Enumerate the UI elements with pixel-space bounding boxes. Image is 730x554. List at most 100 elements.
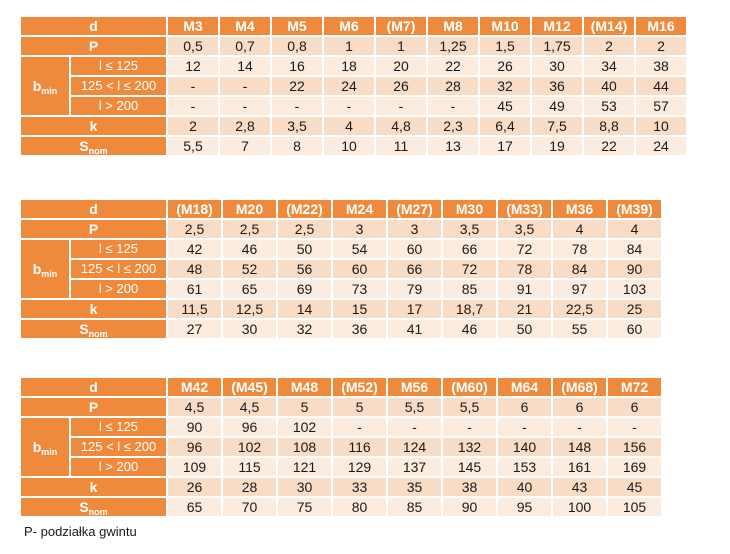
row-label-k: k bbox=[21, 117, 166, 135]
cell-b1: 90 bbox=[168, 418, 221, 436]
cell-p: 5 bbox=[278, 398, 331, 416]
row-label-b-main: b bbox=[32, 261, 42, 277]
table-row-b2: 125 < l ≤ 200 48 52 56 60 66 72 78 84 90 bbox=[21, 260, 661, 278]
cell-b2: - bbox=[220, 77, 270, 95]
cell-b2: 156 bbox=[608, 438, 661, 456]
cell-p: 2,5 bbox=[278, 220, 331, 238]
length-range-r2: 125 < l ≤ 200 bbox=[71, 77, 166, 95]
cell-b1: - bbox=[608, 418, 661, 436]
cell-k: 40 bbox=[498, 478, 551, 496]
length-range-r1: l ≤ 125 bbox=[71, 57, 166, 75]
row-label-k: k bbox=[21, 478, 166, 496]
cell-b3: 45 bbox=[480, 97, 530, 115]
cell-b3: 85 bbox=[443, 280, 496, 298]
cell-b1: 18 bbox=[324, 57, 374, 75]
cell-s: 19 bbox=[532, 137, 582, 155]
cell-p: 0,5 bbox=[168, 37, 218, 55]
cell-k: 21 bbox=[498, 300, 551, 318]
cell-b3: 109 bbox=[168, 458, 221, 476]
table-row-k: k 26 28 30 33 35 38 40 43 45 bbox=[21, 478, 661, 496]
row-label-b-min: bmin bbox=[21, 240, 69, 298]
row-label-s-nom-main: S bbox=[79, 321, 89, 337]
cell-d: (M45) bbox=[223, 378, 276, 396]
cell-b3: 69 bbox=[278, 280, 331, 298]
cell-b1: 14 bbox=[220, 57, 270, 75]
cell-b1: 72 bbox=[498, 240, 551, 258]
table-row-k: k 11,5 12,5 14 15 17 18,7 21 22,5 25 bbox=[21, 300, 661, 318]
cell-b2: 84 bbox=[553, 260, 606, 278]
cell-b1: 26 bbox=[480, 57, 530, 75]
cell-b2: 66 bbox=[388, 260, 441, 278]
cell-s: 75 bbox=[278, 498, 331, 516]
cell-b3: 121 bbox=[278, 458, 331, 476]
cell-b1: 38 bbox=[636, 57, 686, 75]
table-row-d: d M42 (M45) M48 (M52) M56 (M60) M64 (M68) M72 bbox=[21, 378, 661, 396]
cell-b3: 91 bbox=[498, 280, 551, 298]
cell-s: 90 bbox=[443, 498, 496, 516]
cell-p: 1,75 bbox=[532, 37, 582, 55]
table-row-p: P 4,5 4,5 5 5 5,5 5,5 6 6 6 bbox=[21, 398, 661, 416]
cell-p: 5,5 bbox=[443, 398, 496, 416]
row-label-b-main: b bbox=[32, 78, 42, 94]
cell-s: 11 bbox=[376, 137, 426, 155]
cell-d: (M68) bbox=[553, 378, 606, 396]
cell-d: M4 bbox=[220, 17, 270, 35]
table-row-b1: bmin l ≤ 125 42 46 50 54 60 66 72 78 84 bbox=[21, 240, 661, 298]
cell-d: M12 bbox=[532, 17, 582, 35]
cell-p: 6 bbox=[608, 398, 661, 416]
cell-d: M64 bbox=[498, 378, 551, 396]
length-range-r2: 125 < l ≤ 200 bbox=[71, 260, 166, 278]
row-label-d: d bbox=[21, 378, 166, 396]
cell-b2: 52 bbox=[223, 260, 276, 278]
cell-k: 26 bbox=[168, 478, 221, 496]
length-range-r1: l ≤ 125 bbox=[71, 240, 166, 258]
cell-d: M72 bbox=[608, 378, 661, 396]
cell-b2: 148 bbox=[553, 438, 606, 456]
cell-d: (M7) bbox=[376, 17, 426, 35]
cell-p: 5 bbox=[333, 398, 386, 416]
row-label-b-subscript: min bbox=[41, 447, 58, 457]
cell-s: 32 bbox=[278, 320, 331, 338]
cell-b1: 34 bbox=[584, 57, 634, 75]
table-row-b2: 125 < l ≤ 200 96 102 108 116 124 132 140 148 156 bbox=[21, 438, 661, 456]
cell-d: M36 bbox=[553, 200, 606, 218]
cell-b1: 50 bbox=[278, 240, 331, 258]
cell-k: 18,7 bbox=[443, 300, 496, 318]
cell-p: 4,5 bbox=[168, 398, 221, 416]
cell-s: 50 bbox=[498, 320, 551, 338]
cell-b2: 132 bbox=[443, 438, 496, 456]
cell-b3: 129 bbox=[333, 458, 386, 476]
cell-k: 2,8 bbox=[220, 117, 270, 135]
thread-table-1: d M3 M4 M5 M6 (M7) M8 M10 M12 (M14) M16 P 0,5 0,7 0,8 1… bbox=[19, 15, 688, 157]
row-label-b-min: bmin bbox=[21, 418, 69, 476]
table-row-s: Snom 27 30 32 36 41 46 50 55 60 bbox=[21, 320, 661, 339]
cell-p: 2 bbox=[584, 37, 634, 55]
cell-p: 3,5 bbox=[443, 220, 496, 238]
cell-b2: 44 bbox=[636, 77, 686, 95]
cell-s: 85 bbox=[388, 498, 441, 516]
cell-d: M48 bbox=[278, 378, 331, 396]
row-label-s-nom: Snom bbox=[21, 137, 166, 156]
cell-b2: 102 bbox=[223, 438, 276, 456]
cell-s: 5,5 bbox=[168, 137, 218, 155]
cell-b3: 49 bbox=[532, 97, 582, 115]
cell-b2: 116 bbox=[333, 438, 386, 456]
cell-b2: 108 bbox=[278, 438, 331, 456]
thread-table-2: d (M18) M20 (M22) M24 (M27) M30 (M33) M36 (M39) P 2… bbox=[19, 198, 663, 340]
cell-b3: - bbox=[220, 97, 270, 115]
cell-d: M8 bbox=[428, 17, 478, 35]
cell-s: 30 bbox=[223, 320, 276, 338]
cell-d: M30 bbox=[443, 200, 496, 218]
cell-s: 105 bbox=[608, 498, 661, 516]
cell-b2: 32 bbox=[480, 77, 530, 95]
table-row-b1: bmin l ≤ 125 12 14 16 18 20 22 26 30 34 38 bbox=[21, 57, 686, 115]
cell-k: 15 bbox=[333, 300, 386, 318]
cell-s: 27 bbox=[168, 320, 221, 338]
length-range-r2: 125 < l ≤ 200 bbox=[71, 438, 166, 456]
row-label-d: d bbox=[21, 17, 166, 35]
row-label-b-main: b bbox=[32, 439, 42, 455]
table-row-b3: l > 200 109 115 121 129 137 145 153 161 169 bbox=[21, 458, 661, 476]
cell-b1: 60 bbox=[388, 240, 441, 258]
cell-b2: 90 bbox=[608, 260, 661, 278]
cell-b2: 40 bbox=[584, 77, 634, 95]
